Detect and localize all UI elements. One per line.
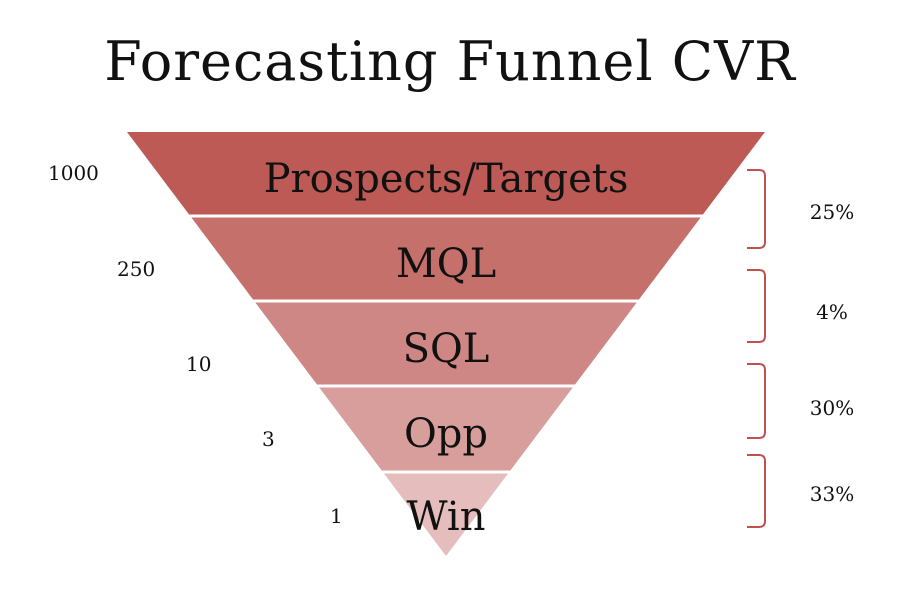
funnel-segment-mql (190, 216, 702, 301)
stage-label: Prospects/Targets (264, 156, 629, 202)
stage-count: 3 (262, 427, 275, 451)
funnel-segment-prospects-targets (127, 132, 765, 216)
conversion-rate-labels: 25% 4% 30% 33% (810, 200, 854, 506)
count-labels: 1000 250 10 3 1 (48, 161, 343, 528)
funnel-segment-opp (318, 386, 574, 472)
conversion-bracket (747, 269, 766, 343)
stage-count: 1000 (48, 161, 99, 185)
conversion-rate: 25% (810, 200, 854, 224)
conversion-rate: 4% (816, 300, 848, 324)
funnel-segment-win (382, 472, 510, 556)
conversion-brackets (747, 169, 766, 528)
funnel-dividers (189, 214, 703, 474)
stage-labels: Prospects/Targets MQL SQL Opp Win (264, 156, 629, 540)
stage-label: MQL (396, 241, 496, 287)
conversion-bracket (747, 363, 766, 439)
conversion-bracket (747, 454, 766, 528)
conversion-rate: 33% (810, 482, 854, 506)
stage-label: Win (407, 494, 486, 540)
diagram-title: Forecasting Funnel CVR (104, 30, 796, 93)
stage-label: SQL (403, 326, 490, 372)
stage-count: 250 (117, 257, 155, 281)
conversion-rate: 30% (810, 396, 854, 420)
funnel-segments (127, 132, 765, 556)
conversion-bracket (747, 169, 766, 249)
funnel-segment-sql (254, 301, 638, 386)
stage-count: 1 (330, 504, 343, 528)
stage-label: Opp (404, 411, 488, 457)
stage-count: 10 (186, 352, 211, 376)
